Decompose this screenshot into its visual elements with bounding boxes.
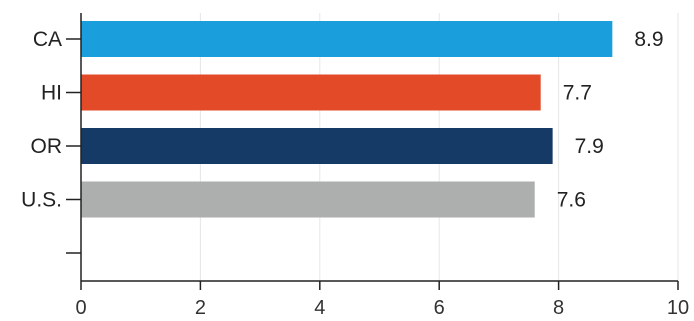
x-tick-label-2: 4 [314, 297, 325, 319]
axes [80, 13, 678, 282]
bar-3 [81, 181, 535, 218]
labels: 0 2 4 6 8 10 CA 8.9 HI 7.7 OR 7.9 U.S. 7.6 [21, 28, 689, 319]
value-label-3: 7.6 [557, 189, 586, 212]
x-tick-label-5: 10 [667, 297, 689, 319]
category-label-3: U.S. [21, 189, 62, 212]
value-label-2: 7.9 [575, 135, 604, 158]
bars [81, 21, 613, 218]
category-label-1: HI [41, 82, 62, 105]
category-label-2: OR [31, 135, 63, 158]
bar-1 [81, 74, 541, 111]
x-tick-label-1: 2 [195, 297, 206, 319]
category-label-0: CA [33, 28, 62, 51]
x-tick-label-0: 0 [75, 297, 86, 319]
bar-0 [81, 21, 613, 57]
x-tick-label-3: 6 [434, 297, 445, 319]
x-tick-label-4: 8 [553, 297, 564, 319]
bar-2 [81, 128, 553, 164]
value-label-0: 8.9 [634, 28, 663, 51]
value-label-1: 7.7 [563, 82, 592, 105]
